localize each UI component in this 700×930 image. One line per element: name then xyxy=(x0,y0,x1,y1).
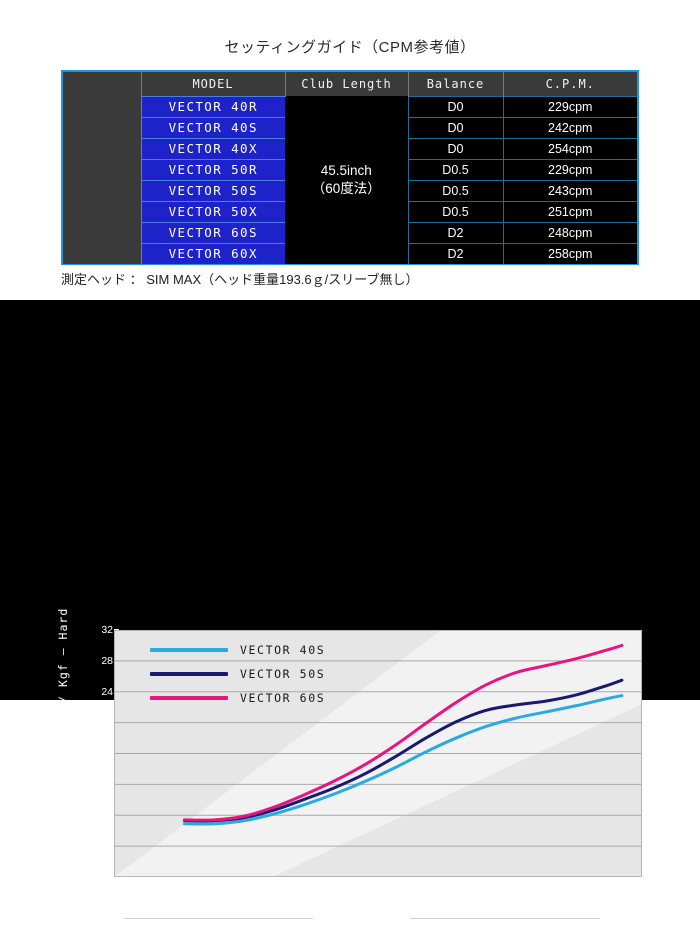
table-body: VECTOR 40R 45.5inch （60度法） D0 229cpm VECTOR 4… xyxy=(63,95,637,264)
x-axis-rule-right xyxy=(410,917,600,919)
column-header-blank xyxy=(63,72,142,96)
row-spacer-cell xyxy=(63,138,142,159)
cell-model: VECTOR 60X xyxy=(141,242,285,264)
plot-canvas: VECTOR 40S VECTOR 50S VECTOR 60S xyxy=(114,630,642,877)
cell-balance: D0 xyxy=(408,95,504,117)
cpm-table: MODEL Club Length Balance C.P.M. VECTOR … xyxy=(61,70,639,265)
table-row: VECTOR 60X D2 258cpm xyxy=(63,242,637,264)
cell-cpm: 243cpm xyxy=(503,179,637,201)
table-row: VECTOR 60S D2 248cpm xyxy=(63,221,637,243)
cell-model: VECTOR 50S xyxy=(141,179,285,201)
x-tick-label: 1050 xyxy=(630,882,654,894)
plot-area: VECTOR 40S VECTOR 50S VECTOR 60S xyxy=(114,630,642,877)
y-tick-label: 8 xyxy=(107,809,113,822)
table-row: VECTOR 50X D0.5 251cpm xyxy=(63,200,637,222)
measurement-note: 測定ヘッド ： SIM MAX（ヘッド重量193.6ｇ/スリーブ無し） xyxy=(61,272,419,287)
club-length-method: （60度法） xyxy=(311,181,381,196)
cell-cpm: 229cpm xyxy=(503,95,637,117)
cell-cpm: 248cpm xyxy=(503,221,637,243)
club-length-value: 45.5inch xyxy=(320,162,372,178)
cell-model: VECTOR 60S xyxy=(141,221,285,243)
y-axis-label: Soft ― Flexural rigidity/ Kgf ― Hard xyxy=(56,607,70,893)
x-tick-label: 0 xyxy=(111,882,117,894)
cell-balance: D2 xyxy=(408,221,504,243)
setting-guide-section: セッティングガイド（CPM参考値） MODEL Club Length Bala… xyxy=(0,0,700,300)
x-tick-label: 900 xyxy=(557,882,576,894)
column-header-balance: Balance xyxy=(408,72,504,96)
table-row: VECTOR 50R D0.5 229cpm xyxy=(63,158,637,180)
x-tick-label: 750 xyxy=(482,882,500,894)
table-header-row: MODEL Club Length Balance C.P.M. xyxy=(63,72,637,96)
cell-cpm: 258cpm xyxy=(503,242,637,264)
row-spacer-cell xyxy=(63,96,142,117)
x-axis-line xyxy=(95,896,642,897)
x-axis-label-length: Length/mm xyxy=(323,910,401,926)
cell-balance: D0.5 xyxy=(408,200,504,222)
table-row: VECTOR 40X D0 254cpm xyxy=(63,137,637,159)
x-tick-label: 450 xyxy=(331,882,350,894)
y-axis-tick-labels: 0 4 8 12 16 20 24 28 32 xyxy=(95,624,113,883)
flex-profile-chart-section: Soft ― Flexural rigidity/ Kgf ― Hard 0 4 8… xyxy=(0,300,700,926)
row-spacer-cell xyxy=(63,180,142,201)
x-axis-label-tip: Tip xyxy=(88,910,114,926)
x-axis-label-row: Tip Length/mm Butt xyxy=(88,906,644,930)
column-header-model: MODEL xyxy=(141,72,286,96)
cell-balance: D2 xyxy=(408,242,504,264)
x-tick-label: 300 xyxy=(256,882,274,894)
column-header-club-length: Club Length xyxy=(285,72,409,96)
row-spacer-cell xyxy=(63,243,142,264)
chart-svg xyxy=(114,630,642,877)
cell-balance: D0 xyxy=(408,137,504,159)
y-tick-label: 32 xyxy=(101,624,113,636)
x-tick-label: 150 xyxy=(180,882,199,894)
table-row: VECTOR 50S D0.5 243cpm xyxy=(63,179,637,201)
cell-balance: D0.5 xyxy=(408,158,504,180)
cell-balance: D0.5 xyxy=(408,179,504,201)
y-tick-label: 12 xyxy=(101,778,113,791)
cell-cpm: 254cpm xyxy=(503,137,637,159)
y-tick-label: 4 xyxy=(107,840,113,853)
cell-cpm: 251cpm xyxy=(503,200,637,222)
row-spacer-cell xyxy=(63,117,142,138)
cell-model: VECTOR 40X xyxy=(141,137,285,159)
y-tick-label: 28 xyxy=(101,654,113,667)
table-row: VECTOR 40R 45.5inch （60度法） D0 229cpm xyxy=(63,95,637,264)
cell-model: VECTOR 40S xyxy=(141,116,285,138)
cell-cpm: 229cpm xyxy=(503,158,637,180)
row-spacer-cell xyxy=(63,159,142,180)
cpm-table-grid: MODEL Club Length Balance C.P.M. VECTOR … xyxy=(63,72,637,264)
cell-cpm: 242cpm xyxy=(503,116,637,138)
cell-balance: D0 xyxy=(408,116,504,138)
cell-model: VECTOR 50X xyxy=(141,200,285,222)
page-title: セッティングガイド（CPM参考値） xyxy=(224,39,476,56)
x-axis-rule-left xyxy=(123,917,314,919)
cell-model: VECTOR 40R xyxy=(141,95,285,117)
cell-club-length: 45.5inch （60度法） xyxy=(285,96,409,264)
x-tick-label: 600 xyxy=(406,882,425,894)
cell-model: VECTOR 50R xyxy=(141,158,285,180)
y-tick-label: 24 xyxy=(101,685,113,698)
y-tick-label: 20 xyxy=(101,716,113,729)
y-tick-label: 16 xyxy=(101,747,113,760)
row-spacer-cell xyxy=(63,201,142,222)
row-spacer-cell xyxy=(63,222,142,243)
x-axis-label-butt: Butt xyxy=(609,910,645,926)
column-header-cpm: C.P.M. xyxy=(503,72,637,96)
table-row: VECTOR 40S D0 242cpm xyxy=(63,116,637,138)
